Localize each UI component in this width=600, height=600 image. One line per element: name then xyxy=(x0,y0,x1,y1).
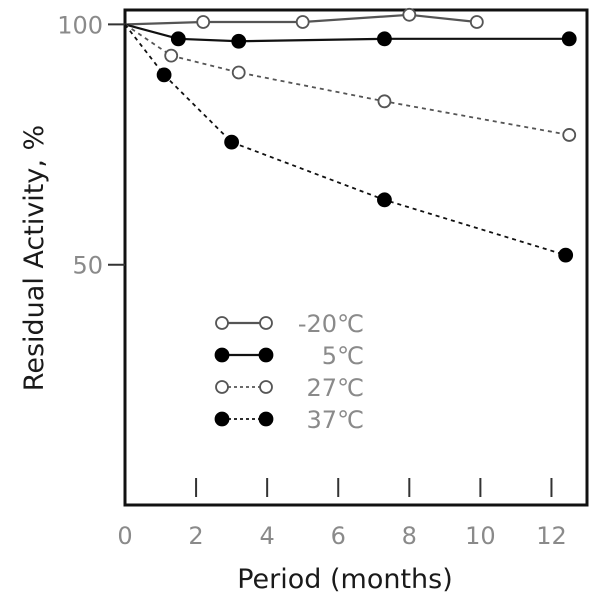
legend-marker xyxy=(215,380,229,394)
x-axis-title: Period (months) xyxy=(237,564,453,595)
x-tick-marks xyxy=(195,478,553,497)
data-point xyxy=(224,134,240,150)
x-tick-label: 6 xyxy=(331,522,346,550)
y-axis-title: Residual Activity, % xyxy=(19,125,50,391)
y-tick-label: 100 xyxy=(57,11,103,39)
x-tick-label: 0 xyxy=(117,522,132,550)
data-point xyxy=(196,15,211,29)
data-point xyxy=(295,15,310,29)
legend-marker xyxy=(258,347,274,363)
legend-label: 27℃ xyxy=(307,374,365,402)
data-point xyxy=(561,31,577,47)
series-0 xyxy=(124,7,484,29)
data-point xyxy=(170,31,186,47)
y-tick-labels: 50 100 xyxy=(57,11,125,280)
x-tick-label: 2 xyxy=(188,522,203,550)
series-line xyxy=(124,23,570,136)
data-point xyxy=(469,15,484,29)
x-tick-label: 10 xyxy=(465,522,496,550)
series-2 xyxy=(124,23,577,142)
data-point xyxy=(377,31,392,47)
series-3 xyxy=(124,23,574,263)
legend-marker xyxy=(214,347,230,363)
data-point xyxy=(377,94,392,109)
y-tick-label: 50 xyxy=(72,252,103,280)
series-1 xyxy=(124,23,577,49)
legend-label: 5℃ xyxy=(322,342,364,370)
legend-marker xyxy=(215,316,229,330)
series-layer xyxy=(124,7,577,263)
legend-marker xyxy=(259,316,273,330)
legend-item: -20℃ xyxy=(215,310,364,338)
data-point xyxy=(231,65,246,80)
data-point xyxy=(377,192,392,208)
legend-marker xyxy=(214,411,230,427)
series-line xyxy=(124,23,566,256)
legend-item: 37℃ xyxy=(214,406,365,434)
legend-label: 37℃ xyxy=(307,406,365,434)
x-tick-label: 8 xyxy=(402,522,417,550)
data-point xyxy=(562,128,577,142)
legend-item: 27℃ xyxy=(215,374,365,402)
legend-marker xyxy=(258,411,274,427)
x-tick-label: 4 xyxy=(260,522,275,550)
x-tick-labels: 0 2 4 6 8 10 12 xyxy=(117,522,566,550)
x-tick-label: 12 xyxy=(536,522,567,550)
data-point xyxy=(156,67,172,83)
legend: -20℃ 5℃ 27℃ 37℃ xyxy=(214,310,365,434)
plot-area-frame xyxy=(123,8,589,507)
data-point xyxy=(402,7,417,22)
legend-label: -20℃ xyxy=(298,310,364,338)
data-point xyxy=(558,247,574,263)
data-point xyxy=(164,48,179,63)
legend-item: 5℃ xyxy=(214,342,364,370)
data-point xyxy=(231,33,247,49)
legend-marker xyxy=(259,380,273,394)
